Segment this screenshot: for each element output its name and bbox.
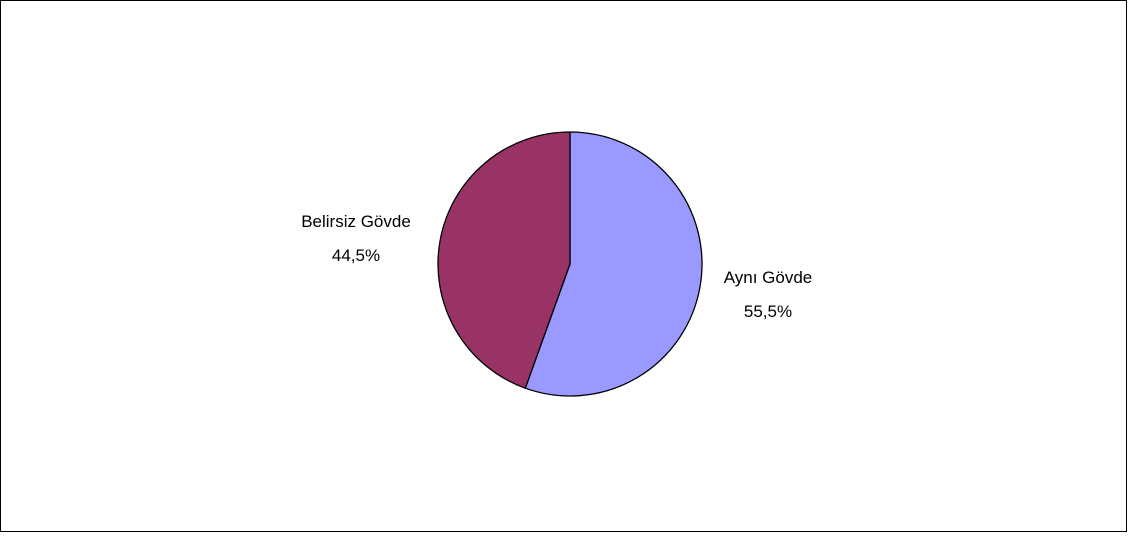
slice-label-name-2: Belirsiz Gövde [301, 212, 411, 231]
pie-slice-2 [437, 131, 571, 389]
slice-label-name-1: Aynı Gövde [724, 268, 813, 287]
slice-label-value-1: 55,5% [744, 302, 792, 321]
slice-labels: Aynı Gövde 55,5% Belirsiz Gövde 44,5% [301, 212, 812, 321]
pie-slice-1 [524, 131, 703, 397]
pie-slices [437, 131, 703, 397]
slice-label-value-2: 44,5% [332, 246, 380, 265]
